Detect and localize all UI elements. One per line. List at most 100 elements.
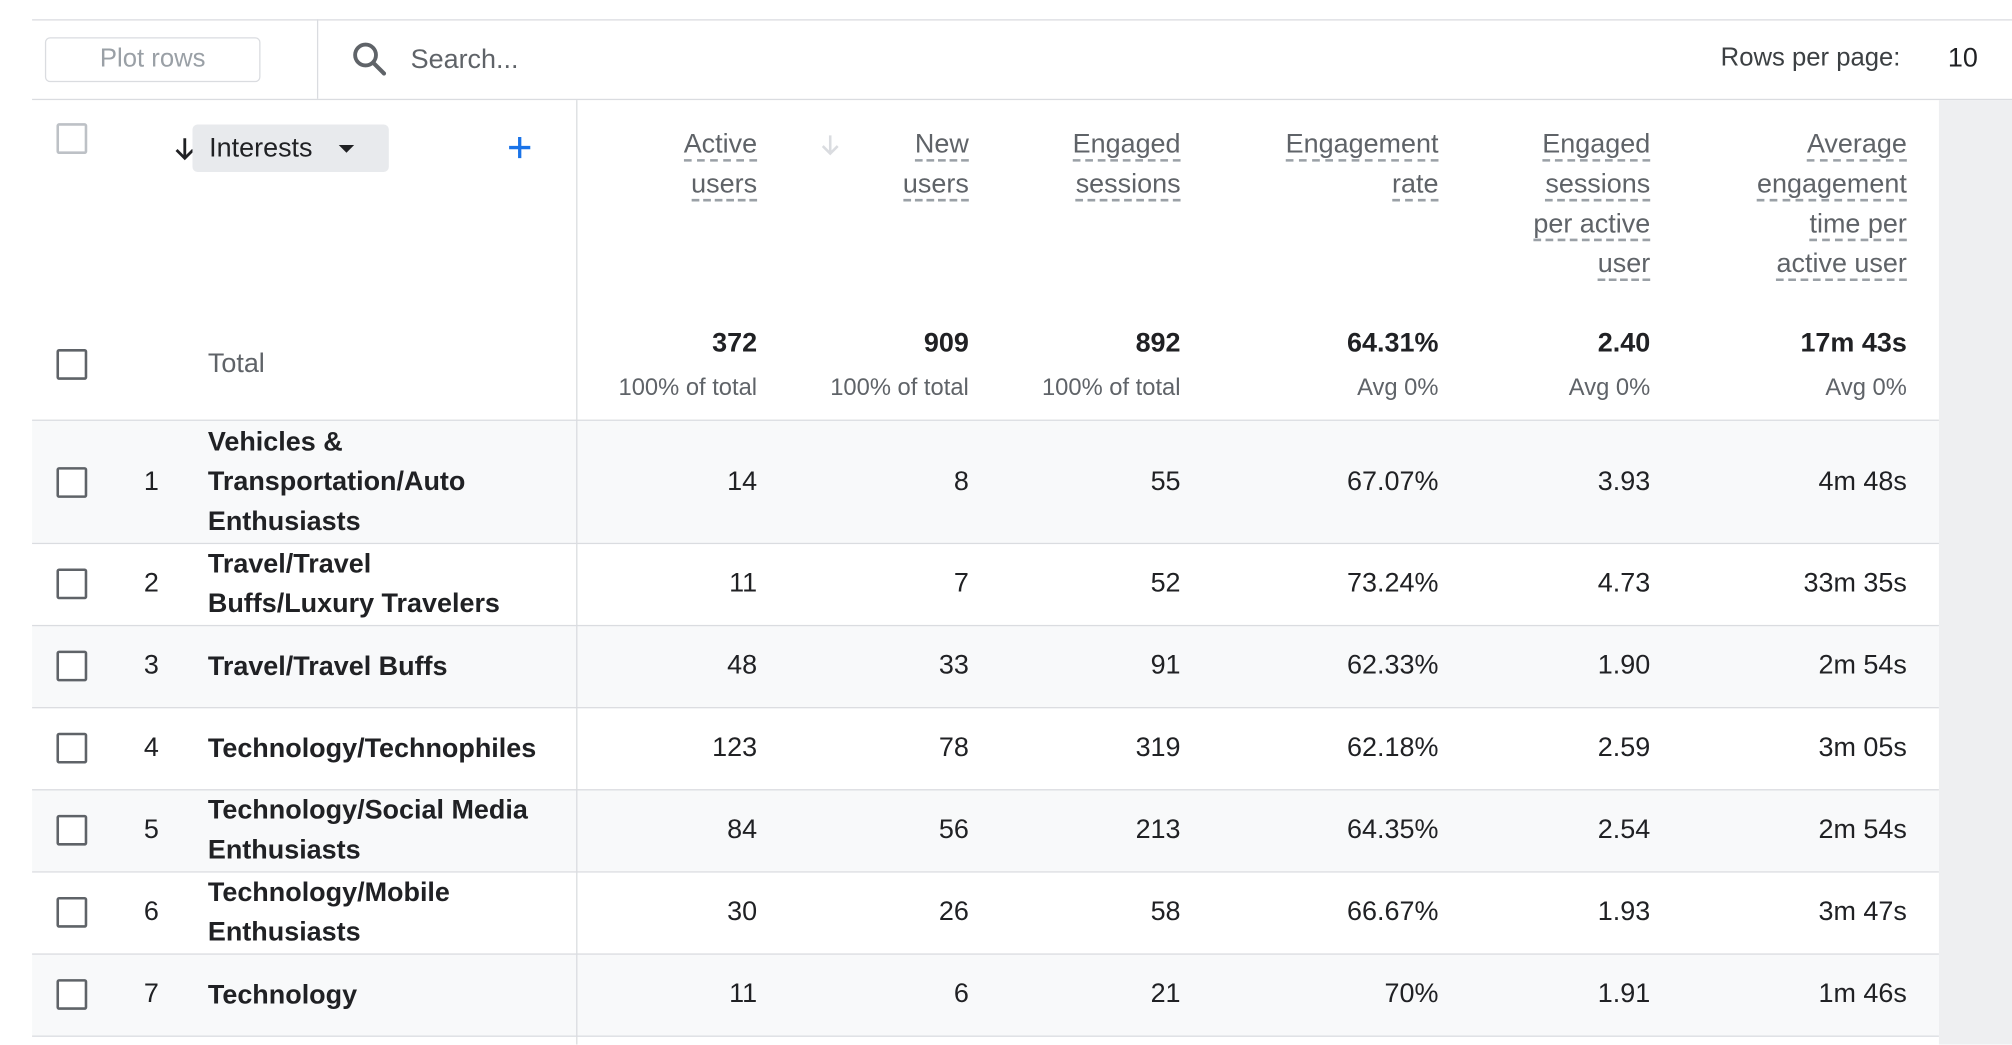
row-dimension-value[interactable]: Travel/Travel Buffs bbox=[208, 647, 580, 687]
header-line: Active bbox=[683, 130, 758, 162]
add-dimension-icon[interactable] bbox=[506, 133, 534, 161]
total-subtext: Avg 0% bbox=[1568, 373, 1651, 401]
cell-engagement-rate: 70% bbox=[1384, 979, 1439, 1009]
cell-sessions-per-user: 1.90 bbox=[1597, 650, 1651, 681]
cell-engaged-sessions: 21 bbox=[1150, 979, 1181, 1009]
cell-engagement-rate: 64.35% bbox=[1347, 814, 1439, 845]
cell-active-users: 11 bbox=[729, 979, 758, 1009]
row-rank: 5 bbox=[143, 814, 159, 845]
cell-engagement-rate: 67.07% bbox=[1347, 467, 1439, 497]
column-header-engaged-sessions-per-user[interactable]: Engaged sessions per active user bbox=[1533, 124, 1651, 283]
row-rank: 3 bbox=[143, 650, 159, 681]
total-value: 17m 43s bbox=[1800, 328, 1907, 359]
cell-avg-engagement-time: 4m 48s bbox=[1818, 467, 1907, 497]
cell-active-users: 84 bbox=[727, 814, 758, 845]
row-dimension-value[interactable]: Technology/Technophiles bbox=[208, 729, 580, 769]
cell-engagement-rate: 62.18% bbox=[1347, 732, 1439, 763]
header-line: sessions bbox=[1075, 169, 1181, 202]
total-value: 2.40 bbox=[1597, 328, 1651, 359]
row-rank: 2 bbox=[143, 568, 159, 598]
cell-avg-engagement-time: 2m 54s bbox=[1818, 650, 1907, 681]
cell-avg-engagement-time: 33m 35s bbox=[1803, 568, 1907, 598]
column-header-average-engagement-time[interactable]: Average engagement time per active user bbox=[1757, 124, 1907, 283]
header-line: Engaged bbox=[1542, 130, 1651, 162]
cell-engagement-rate: 73.24% bbox=[1347, 568, 1439, 598]
row-dimension-value[interactable]: Technology/Social Media Enthusiasts bbox=[208, 790, 580, 870]
cell-active-users: 30 bbox=[727, 896, 758, 927]
select-all-checkbox[interactable] bbox=[56, 123, 88, 154]
row-checkbox[interactable] bbox=[56, 896, 88, 928]
search-input[interactable] bbox=[410, 38, 924, 83]
cell-new-users: 26 bbox=[938, 896, 969, 927]
row-bg bbox=[32, 624, 1939, 708]
cell-new-users: 33 bbox=[938, 650, 969, 681]
cell-engaged-sessions: 91 bbox=[1150, 650, 1181, 681]
cell-avg-engagement-time: 1m 46s bbox=[1818, 979, 1907, 1009]
column-header-engaged-sessions[interactable]: Engaged sessions bbox=[1072, 124, 1181, 204]
header-line: sessions bbox=[1545, 169, 1651, 202]
row-divider bbox=[32, 707, 1939, 709]
row-checkbox[interactable] bbox=[56, 650, 88, 682]
column-header-new-users[interactable]: New users bbox=[902, 124, 969, 204]
dimension-line: Technology/Social Media bbox=[207, 795, 528, 826]
header-line: users bbox=[902, 169, 969, 202]
row-divider bbox=[32, 953, 1939, 955]
total-label: Total bbox=[207, 349, 265, 379]
total-row-checkbox[interactable] bbox=[56, 349, 88, 380]
cell-engaged-sessions: 213 bbox=[1135, 814, 1181, 845]
total-subtext: 100% of total bbox=[618, 373, 758, 401]
sort-descending-icon[interactable] bbox=[171, 135, 199, 163]
row-dimension-value[interactable]: Travel/Travel Buffs/Luxury Travelers bbox=[208, 544, 580, 624]
dimension-line: Vehicles & bbox=[207, 427, 343, 457]
dimension-column-divider bbox=[576, 100, 578, 1045]
cell-new-users: 7 bbox=[953, 568, 969, 598]
row-divider bbox=[32, 542, 1939, 545]
cell-sessions-per-user: 2.59 bbox=[1597, 732, 1651, 763]
plot-rows-button[interactable]: Plot rows bbox=[44, 37, 261, 83]
column-header-active-users[interactable]: Active users bbox=[683, 124, 758, 204]
dimension-line: Technology/Mobile bbox=[207, 877, 450, 908]
row-rank: 6 bbox=[143, 896, 159, 927]
column-header-engagement-rate[interactable]: Engagement rate bbox=[1285, 124, 1439, 204]
total-subtext: 100% of total bbox=[830, 373, 969, 401]
scrollbar-gutter[interactable] bbox=[1938, 100, 2012, 1045]
cell-new-users: 56 bbox=[938, 814, 969, 845]
total-value: 892 bbox=[1135, 328, 1181, 359]
row-divider bbox=[32, 871, 1939, 873]
dimension-line: Buffs/Luxury Travelers bbox=[207, 588, 500, 619]
cell-engaged-sessions: 55 bbox=[1150, 467, 1181, 497]
header-line: Average bbox=[1806, 130, 1907, 162]
row-divider bbox=[32, 1035, 1939, 1037]
row-divider bbox=[32, 789, 1939, 791]
row-checkbox[interactable] bbox=[56, 568, 88, 600]
header-line: time per bbox=[1809, 209, 1907, 242]
row-rank: 4 bbox=[143, 732, 159, 763]
toolbar-divider bbox=[316, 19, 319, 99]
top-border bbox=[32, 19, 2012, 21]
cell-avg-engagement-time: 3m 05s bbox=[1818, 732, 1907, 763]
dimension-dropdown[interactable]: Interests bbox=[192, 124, 389, 172]
sort-arrow-icon[interactable] bbox=[817, 131, 843, 159]
total-subtext: Avg 0% bbox=[1357, 373, 1439, 401]
cell-new-users: 6 bbox=[953, 979, 969, 1009]
dimension-line: Travel/Travel Buffs bbox=[207, 651, 448, 682]
row-dimension-value[interactable]: Technology bbox=[208, 975, 580, 1015]
row-divider bbox=[32, 419, 1939, 421]
total-subtext: 100% of total bbox=[1041, 373, 1181, 401]
cell-engagement-rate: 66.67% bbox=[1347, 896, 1439, 927]
dimension-line: Technology bbox=[207, 980, 358, 1010]
dimension-line: Transportation/Auto bbox=[207, 467, 466, 497]
row-checkbox[interactable] bbox=[56, 732, 88, 764]
row-checkbox[interactable] bbox=[56, 814, 88, 846]
total-value: 372 bbox=[712, 328, 758, 359]
cell-avg-engagement-time: 3m 47s bbox=[1818, 896, 1907, 927]
cell-new-users: 8 bbox=[953, 467, 969, 497]
row-checkbox[interactable] bbox=[56, 467, 88, 498]
cell-sessions-per-user: 1.91 bbox=[1597, 979, 1651, 1009]
header-line: Engagement bbox=[1285, 130, 1439, 162]
row-dimension-value[interactable]: Technology/Mobile Enthusiasts bbox=[208, 873, 580, 953]
row-dimension-value[interactable]: Vehicles & Transportation/Auto Enthusias… bbox=[208, 422, 580, 541]
rows-per-page-select[interactable]: 10 bbox=[1947, 43, 1978, 74]
row-checkbox[interactable] bbox=[56, 979, 88, 1010]
